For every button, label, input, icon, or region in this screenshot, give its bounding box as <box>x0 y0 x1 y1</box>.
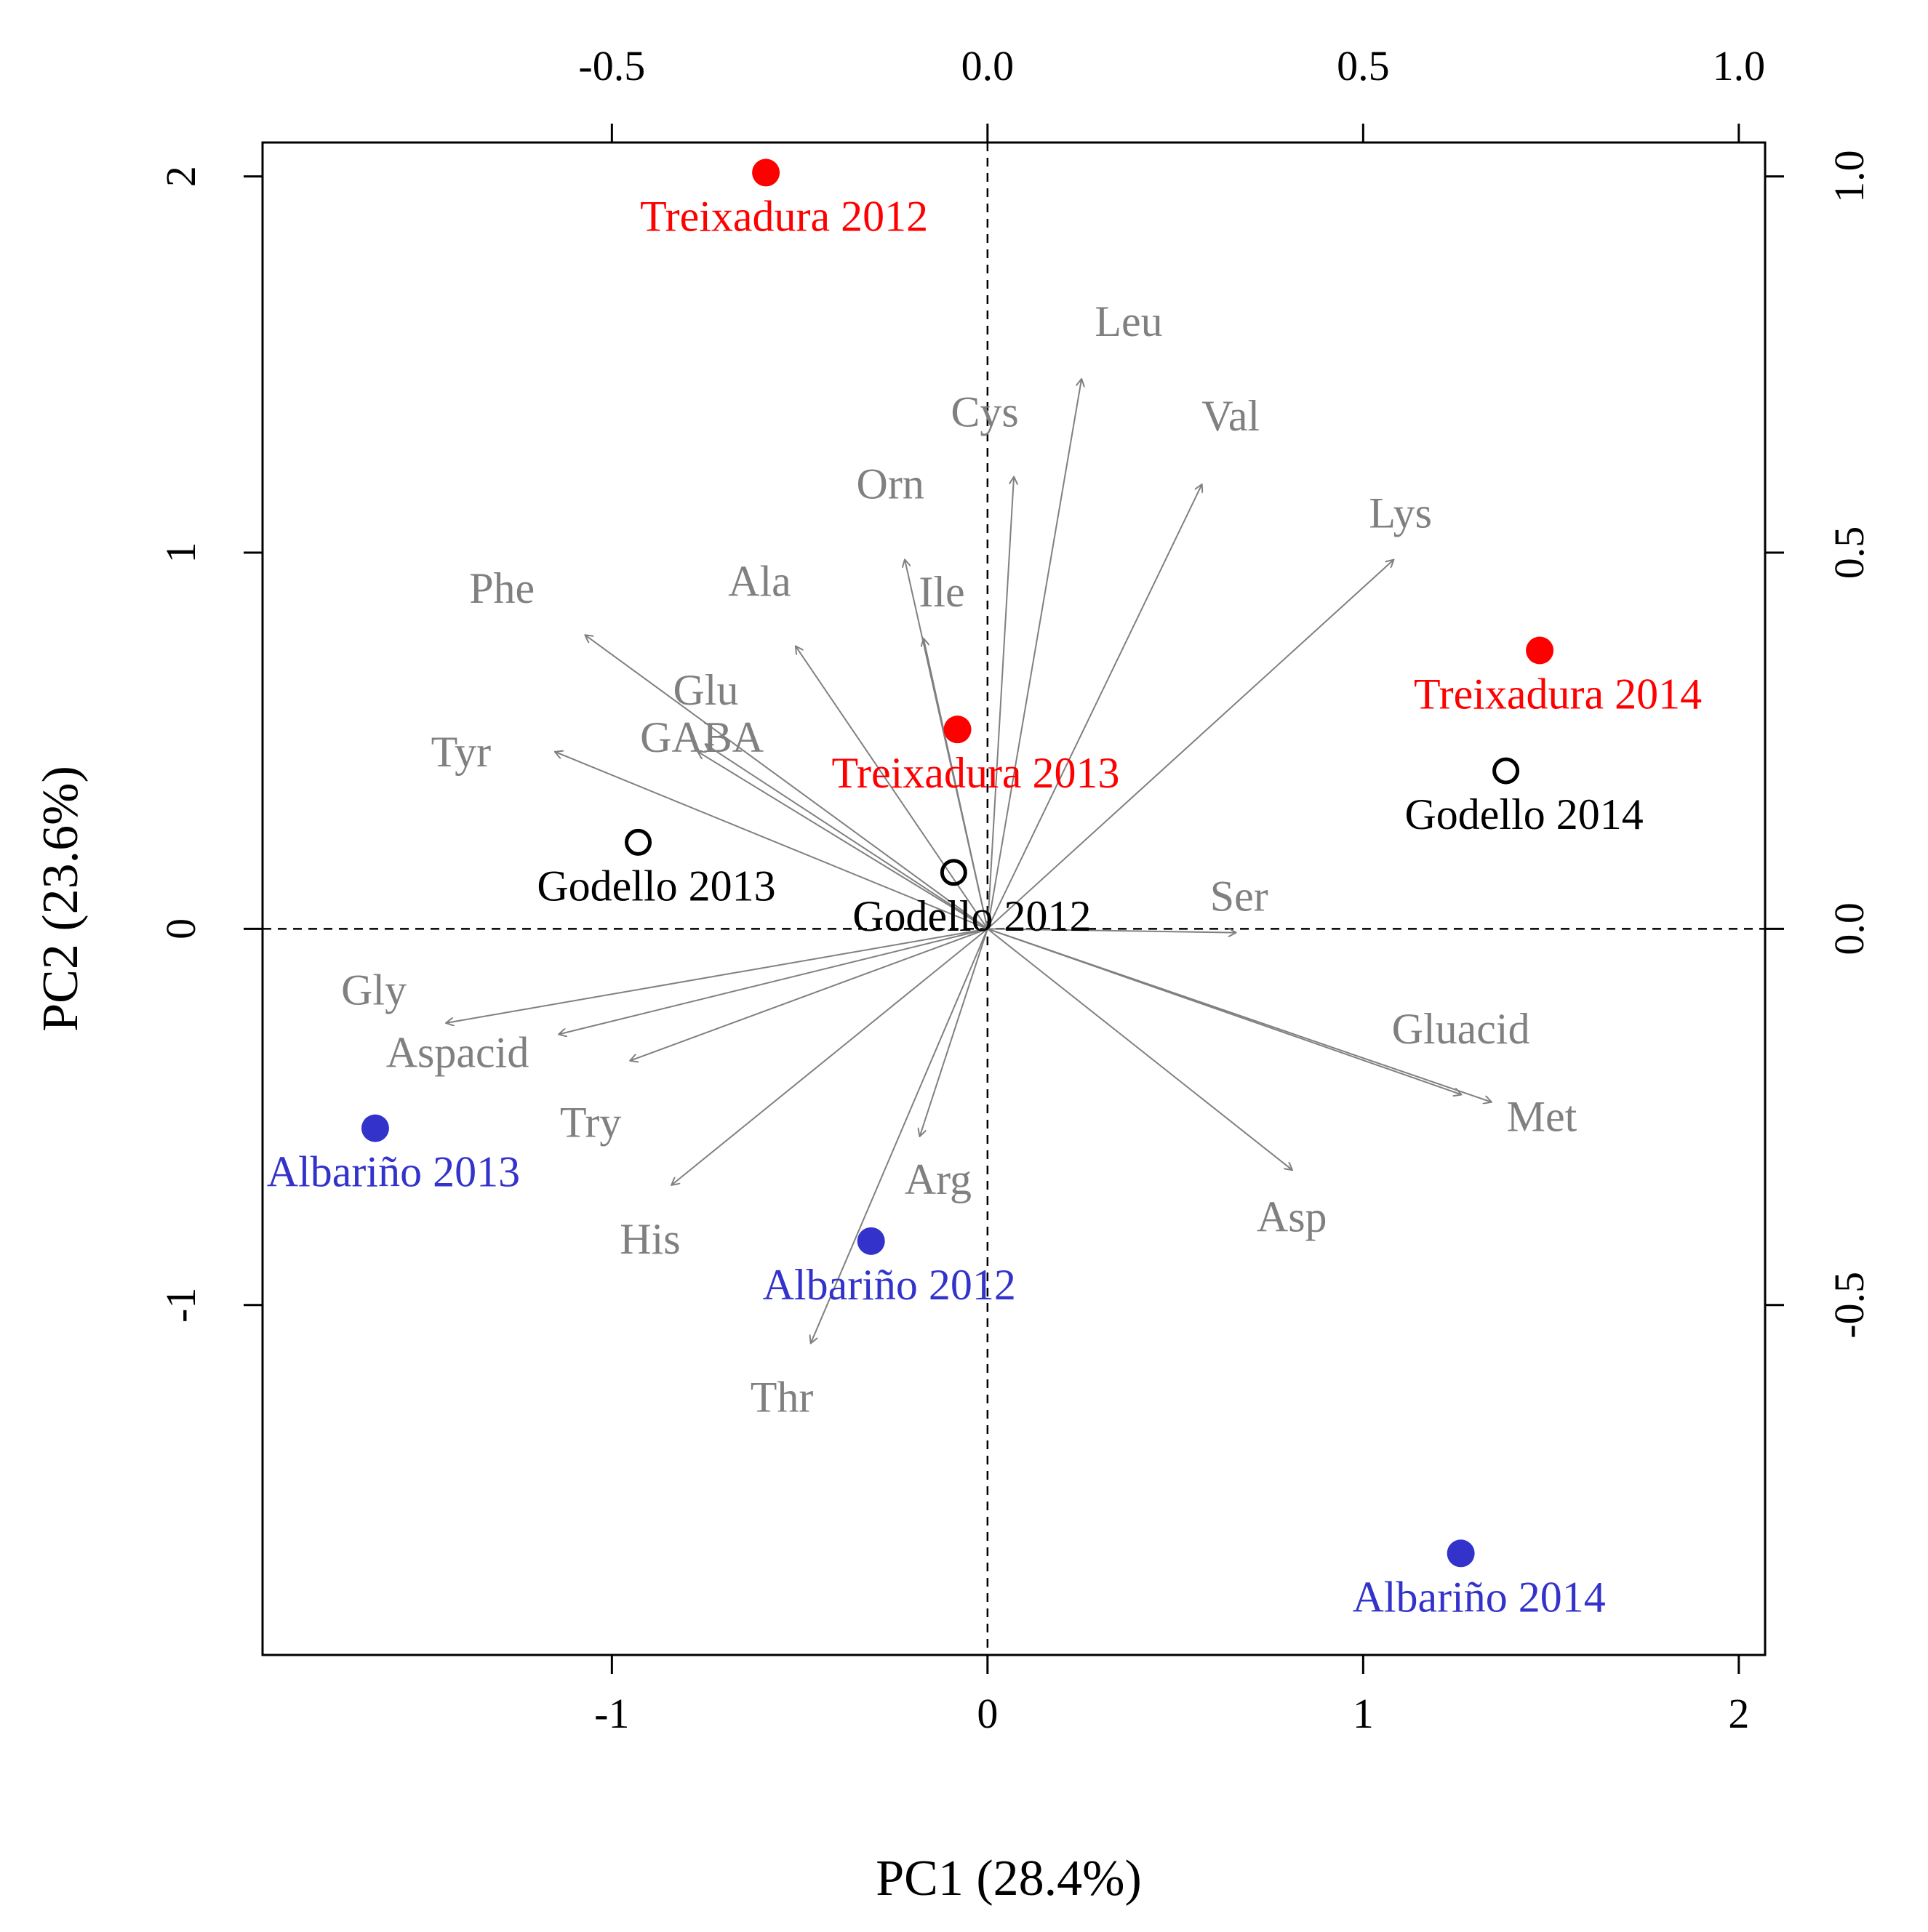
loading-arrow-met <box>987 928 1491 1102</box>
loading-label-leu: Leu <box>1095 297 1162 345</box>
sample-label-treixadura-2013: Treixadura 2013 <box>831 749 1119 797</box>
right-tick-label: 0.5 <box>1825 526 1873 580</box>
sample-label-godello-2012: Godello 2012 <box>852 892 1091 940</box>
x-tick-label: 2 <box>1728 1690 1749 1737</box>
sample-label-albarino-2013: Albariño 2013 <box>267 1148 520 1196</box>
x-axis-title: PC1 (28.4%) <box>876 1851 1142 1907</box>
y-tick-label: 2 <box>157 166 204 187</box>
loading-arrow-phe <box>585 636 988 930</box>
loading-arrow-his <box>672 928 988 1185</box>
sample-label-godello-2013: Godello 2013 <box>537 862 775 910</box>
loading-label-glu: Glu <box>673 666 738 714</box>
loading-arrow-thr <box>811 929 988 1342</box>
loading-arrow-asp <box>987 928 1292 1169</box>
sample-label-treixadura-2014: Treixadura 2014 <box>1414 670 1702 718</box>
sample-point-treixadura-2014 <box>1526 636 1554 665</box>
loading-arrow-aspacid <box>559 928 988 1034</box>
sample-point-godello-2013 <box>625 828 652 856</box>
loading-label-aspacid: Aspacid <box>386 1028 529 1076</box>
loading-arrow-ser <box>987 928 1236 932</box>
x-tick-label: 0 <box>977 1690 998 1737</box>
top-tick-label: -0.5 <box>578 42 645 89</box>
plot-frame <box>261 141 1767 1656</box>
loading-label-his: His <box>620 1215 680 1263</box>
loading-label-lys: Lys <box>1369 489 1432 537</box>
loading-label-gly: Gly <box>341 966 407 1014</box>
sample-point-godello-2014 <box>1492 757 1520 785</box>
sample-point-albarino-2013 <box>361 1114 389 1142</box>
loading-label-asp: Asp <box>1257 1193 1327 1241</box>
loading-label-tyr: Tyr <box>431 728 491 776</box>
loading-arrow-ile <box>924 639 988 929</box>
top-tick-label: 0.5 <box>1337 42 1390 89</box>
axes: -1 0 1 2 -1 0 1 2 -0.5 0.0 0.5 1.0 -0.5 0.0 0.5 1.0 <box>157 42 1873 1737</box>
y-tick-label: -1 <box>157 1288 204 1323</box>
sample-label-treixadura-2012: Treixadura 2012 <box>640 192 928 240</box>
sample-point-albarino-2014 <box>1447 1539 1475 1568</box>
sample-point-treixadura-2013 <box>943 716 972 744</box>
loading-label-ile: Ile <box>919 568 964 616</box>
right-tick-label: 0.0 <box>1825 902 1873 955</box>
sample-label-albarino-2014: Albariño 2014 <box>1352 1573 1605 1621</box>
loading-arrow-lys <box>987 560 1393 930</box>
loading-arrow-gaba <box>698 752 988 930</box>
sample-points: Treixadura 2012 Treixadura 2013 Treixadura… <box>267 159 1702 1621</box>
loading-label-ser: Ser <box>1210 873 1268 921</box>
loading-label-arg: Arg <box>905 1155 972 1203</box>
loading-label-ala: Ala <box>728 557 791 605</box>
sample-label-godello-2014: Godello 2014 <box>1404 790 1643 838</box>
sample-point-albarino-2012 <box>857 1227 885 1255</box>
loading-label-gluacid: Gluacid <box>1392 1005 1530 1053</box>
sample-point-treixadura-2012 <box>752 159 780 187</box>
loading-arrow-arg <box>920 929 988 1136</box>
loading-label-val: Val <box>1201 392 1260 440</box>
sample-point-godello-2012 <box>940 859 967 886</box>
loading-label-gaba: GABA <box>640 713 764 761</box>
x-tick-label: 1 <box>1353 1690 1374 1737</box>
loading-label-cys: Cys <box>951 388 1018 436</box>
right-tick-label: 1.0 <box>1825 150 1873 203</box>
y-tick-label: 0 <box>157 918 204 939</box>
y-axis-title: PC2 (23.6%) <box>33 766 89 1032</box>
sample-label-albarino-2012: Albariño 2012 <box>763 1261 1016 1309</box>
top-tick-label: 1.0 <box>1713 42 1766 89</box>
loading-label-phe: Phe <box>469 564 535 612</box>
loading-label-met: Met <box>1507 1092 1577 1140</box>
loading-arrow-try <box>631 928 988 1060</box>
loading-arrow-val <box>986 485 1201 929</box>
x-tick-label: -1 <box>594 1690 629 1737</box>
loading-arrow-cys <box>986 477 1014 929</box>
top-tick-label: 0.0 <box>961 42 1015 89</box>
right-tick-label: -0.5 <box>1825 1272 1873 1339</box>
loading-label-thr: Thr <box>751 1374 814 1422</box>
loading-arrow-leu <box>986 380 1081 929</box>
loading-arrow-ala <box>796 646 988 929</box>
loading-label-try: Try <box>560 1098 622 1146</box>
y-tick-label: 1 <box>157 542 204 563</box>
loading-arrow-glu <box>705 745 988 930</box>
loading-arrow-gly <box>447 928 988 1022</box>
loading-label-orn: Orn <box>857 460 924 508</box>
loading-arrow-tyr <box>556 752 988 930</box>
